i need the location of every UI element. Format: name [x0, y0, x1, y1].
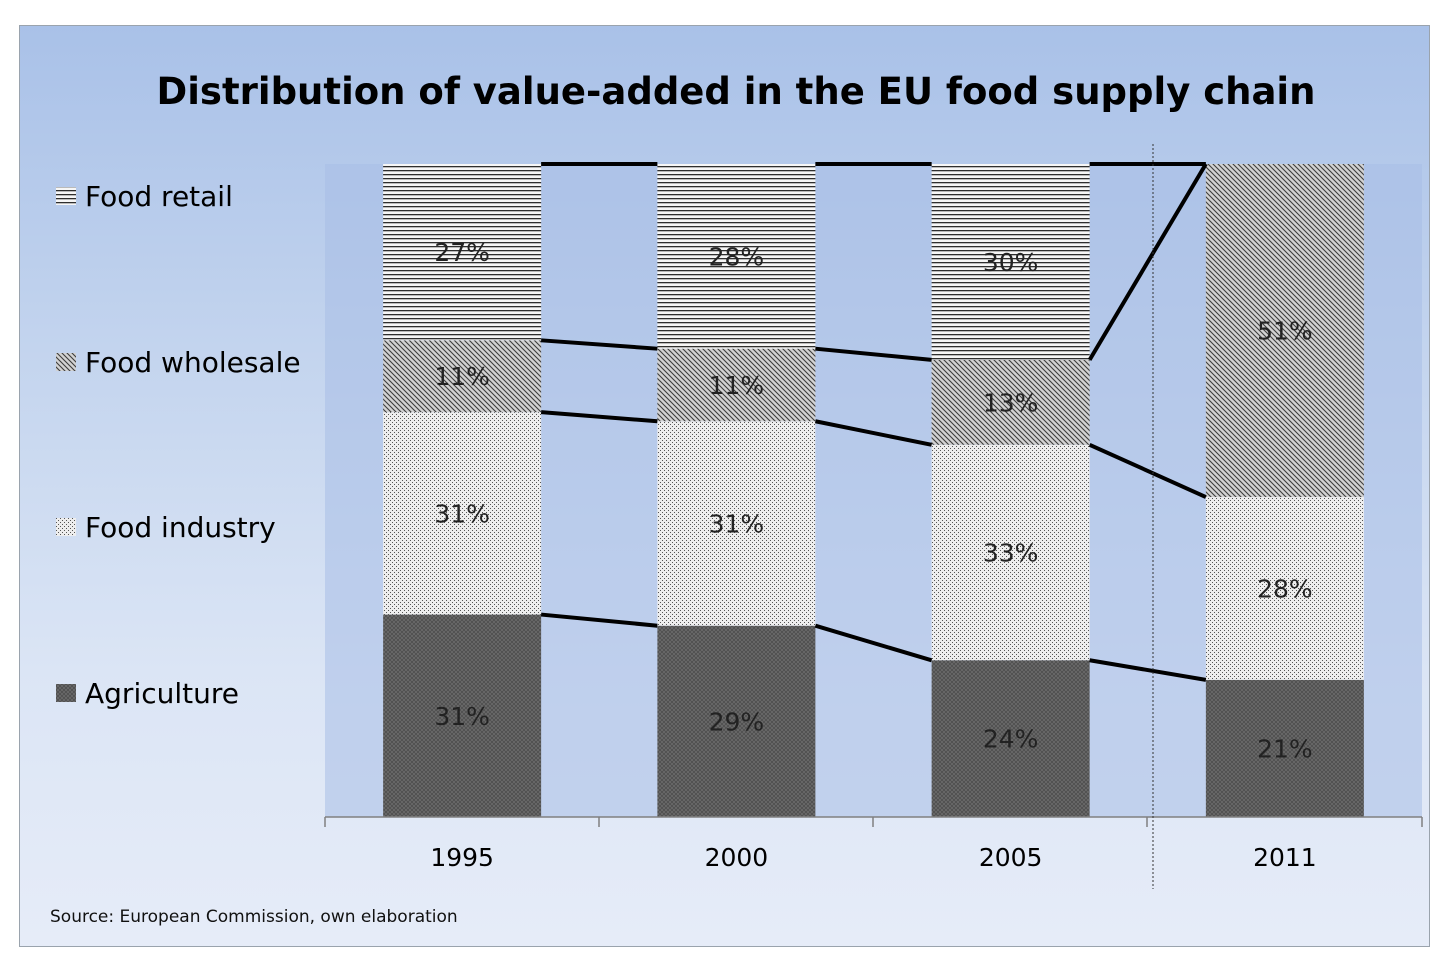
data-label-food-industry-1995: 31% [434, 499, 490, 528]
legend-swatch-food-retail [56, 187, 76, 205]
data-label-food-retail-2005: 30% [983, 248, 1039, 277]
bar-food-industry-2000 [657, 421, 816, 626]
x-tick-label-2000: 2000 [705, 843, 769, 872]
data-label-food-retail-1995: 27% [434, 238, 490, 267]
x-tick-labels: 1995 2000 2005 2011 [430, 843, 1316, 872]
bar-agriculture-1995 [383, 614, 542, 817]
bar-food-industry-2011 [1205, 497, 1364, 680]
connector-food-wholesale-1995-2000 [540, 338, 658, 351]
connector-food-industry-1995-2000 [540, 410, 658, 424]
bar-food-retail-2005 [931, 164, 1090, 360]
data-label-food-industry-2005: 33% [983, 539, 1039, 568]
bar-food-industry-2005 [931, 444, 1090, 661]
data-label-food-industry-2000: 31% [709, 509, 765, 538]
legend-label-agriculture: Agriculture [85, 677, 239, 710]
bar-food-wholesale-2005 [931, 359, 1090, 445]
connector-agriculture-2005-2011 [1089, 658, 1207, 682]
data-label-food-wholesale-2011: 51% [1257, 317, 1313, 346]
bar-agriculture-2011 [1205, 679, 1364, 817]
bars-layer [383, 164, 1364, 817]
connector-food-industry-2000-2005 [814, 419, 933, 447]
bar-food-wholesale-1995 [383, 340, 542, 413]
data-label-agriculture-2011: 21% [1257, 734, 1313, 763]
bar-food-wholesale-2000 [657, 348, 816, 422]
connector-food-wholesale-2005-2011 [1087, 162, 1208, 361]
data-label-food-wholesale-2000: 11% [709, 371, 765, 400]
x-tick-label-2011: 2011 [1253, 843, 1317, 872]
data-label-food-industry-2011: 28% [1257, 574, 1313, 603]
connector-food-industry-2005-2011 [1088, 442, 1207, 499]
data-labels-layer: 31% 31% 11% 27% 29% 31% 11% 28% 24% 33% 13% 30% 21% 2… [434, 238, 1312, 763]
data-label-food-wholesale-1995: 11% [434, 362, 490, 391]
data-label-agriculture-1995: 31% [434, 702, 490, 731]
data-label-food-wholesale-2005: 13% [983, 388, 1039, 417]
connector-agriculture-2000-2005 [814, 623, 933, 663]
bar-food-retail-1995 [383, 164, 542, 341]
legend-swatch-food-wholesale [56, 353, 76, 371]
bar-food-retail-2000 [657, 164, 816, 349]
stacked-bar-chart: Distribution of value-added in the EU fo… [50, 70, 1423, 927]
data-label-food-retail-2000: 28% [709, 242, 765, 271]
legend: Food retail Food wholesale Food industry… [56, 180, 301, 710]
connector-agriculture-1995-2000 [540, 612, 658, 628]
x-tick-label-2005: 2005 [979, 843, 1043, 872]
bar-agriculture-2000 [657, 625, 816, 817]
connectors-layer [540, 162, 1208, 682]
legend-swatch-agriculture [56, 684, 76, 702]
bar-agriculture-2005 [931, 660, 1090, 817]
legend-label-food-retail: Food retail [85, 180, 233, 213]
bar-food-wholesale-2011 [1205, 164, 1364, 498]
connector-food-wholesale-2000-2005 [815, 346, 932, 362]
chart-title: Distribution of value-added in the EU fo… [157, 70, 1316, 113]
bar-food-industry-1995 [383, 412, 542, 615]
x-tick-label-1995: 1995 [430, 843, 494, 872]
source-note: Source: European Commission, own elabora… [50, 907, 458, 927]
legend-swatch-food-industry [56, 518, 76, 536]
legend-label-food-industry: Food industry [85, 511, 276, 544]
legend-label-food-wholesale: Food wholesale [85, 346, 301, 379]
data-label-agriculture-2005: 24% [983, 725, 1039, 754]
data-label-agriculture-2000: 29% [709, 707, 765, 736]
chart-frame: Distribution of value-added in the EU fo… [19, 25, 1430, 947]
x-axis: 1995 2000 2005 2011 [324, 816, 1423, 872]
